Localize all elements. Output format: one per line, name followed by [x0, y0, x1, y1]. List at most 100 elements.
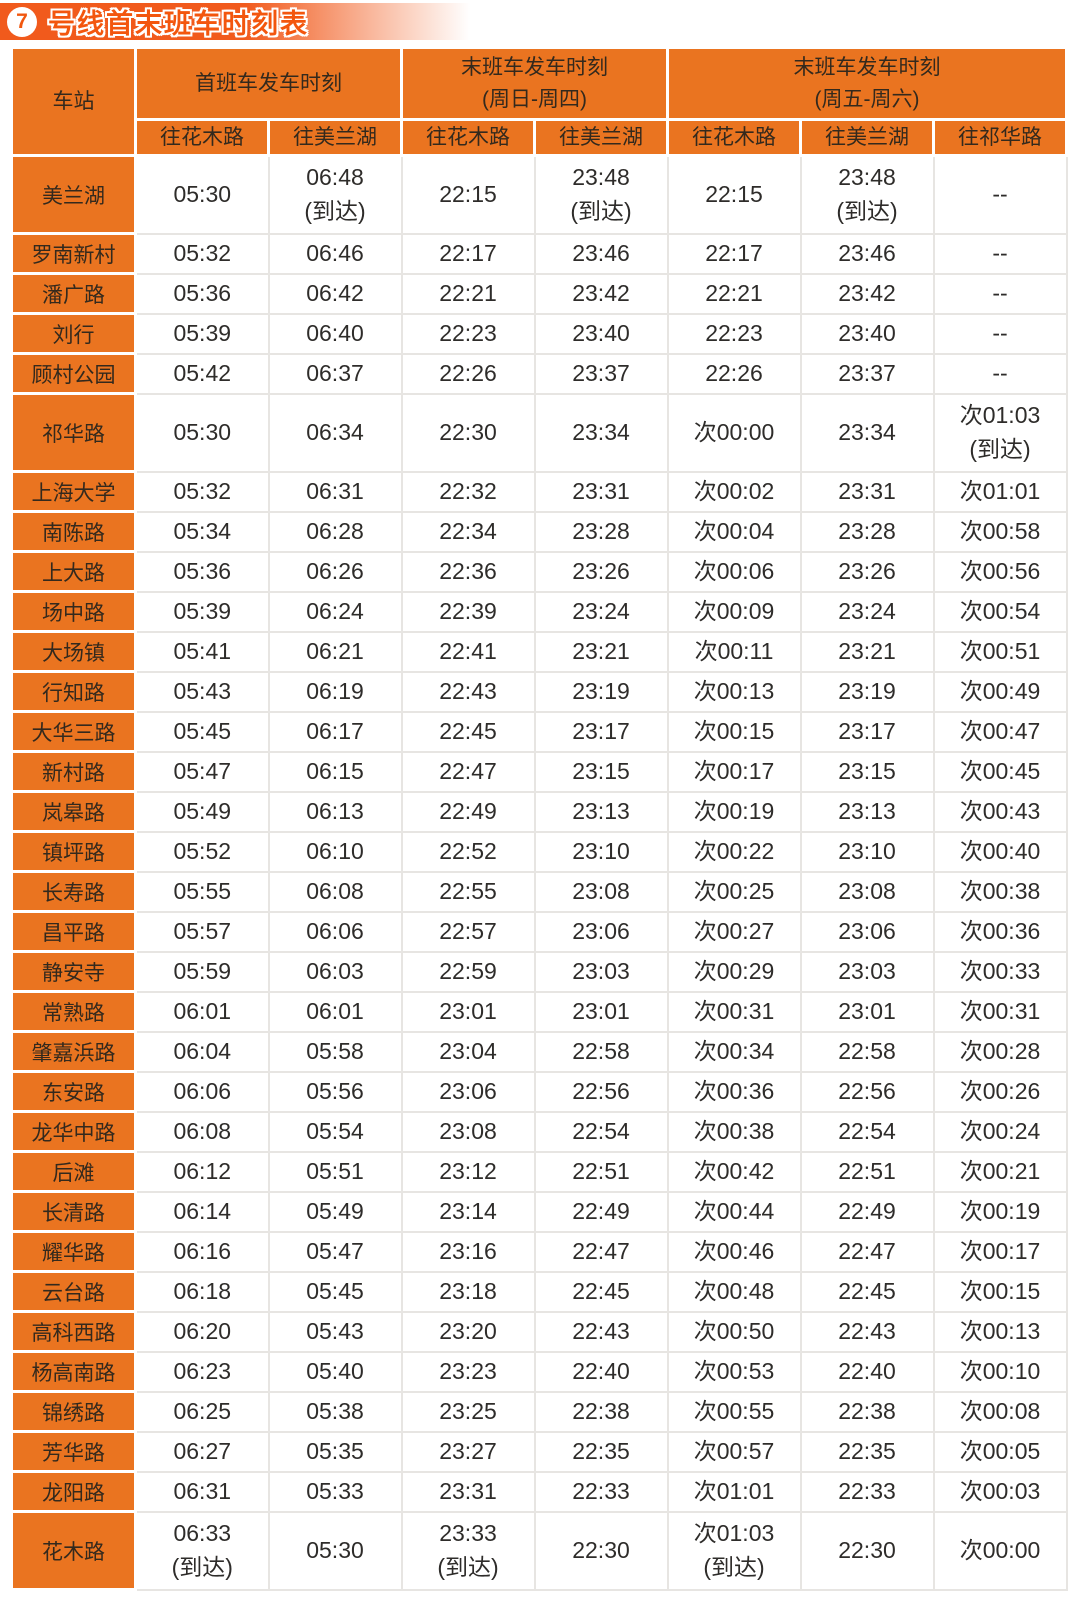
table-row: 上大路 05:36 06:26 22:36 23:26 次00:06 23:26 次00:56: [10, 550, 1068, 593]
time-cell: 22:41: [400, 630, 536, 673]
table-row: 新村路 05:47 06:15 22:47 23:15 次00:17 23:15 次00:45: [10, 750, 1068, 793]
time-cell: --: [932, 272, 1068, 315]
time-cell: 23:46: [533, 232, 669, 275]
time-cell: 06:48 (到达): [267, 154, 403, 235]
table-row: 龙阳路 06:31 05:33 23:31 22:33 次01:01 22:33 次00:03: [10, 1470, 1068, 1513]
header-group-last-train-fri-sat: 末班车发车时刻 (周五-周六): [666, 46, 1068, 121]
time-cell: 23:48 (到达): [799, 154, 935, 235]
time-cell: 22:34: [400, 510, 536, 553]
time-cell: 22:47: [799, 1230, 935, 1273]
time-cell: 05:56: [267, 1070, 403, 1113]
time-cell: 次00:29: [666, 950, 802, 993]
time-cell: 次00:02: [666, 470, 802, 513]
timetable-body: 美兰湖 05:30 06:48 (到达) 22:15 23:48 (到达) 22:15 23…: [10, 154, 1068, 1591]
time-cell: 05:30: [134, 154, 270, 235]
time-cell: 05:38: [267, 1390, 403, 1433]
time-cell: 23:27: [400, 1430, 536, 1473]
group-subtitle: (周五-周六): [814, 87, 920, 111]
time-cell: 23:33 (到达): [400, 1510, 536, 1591]
time-cell: 次00:54: [932, 590, 1068, 633]
time-cell: 23:13: [533, 790, 669, 833]
table-row: 顾村公园 05:42 06:37 22:26 23:37 22:26 23:37 --: [10, 352, 1068, 395]
time-cell: 次00:33: [932, 950, 1068, 993]
station-name: 镇坪路: [10, 830, 137, 873]
time-cell: 次00:44: [666, 1190, 802, 1233]
time-cell: 23:06: [400, 1070, 536, 1113]
table-row: 高科西路 06:20 05:43 23:20 22:43 次00:50 22:43 次00:1…: [10, 1310, 1068, 1353]
station-name: 花木路: [10, 1510, 137, 1591]
time-cell: 23:15: [799, 750, 935, 793]
time-cell: 22:33: [799, 1470, 935, 1513]
table-row: 场中路 05:39 06:24 22:39 23:24 次00:09 23:24 次00:54: [10, 590, 1068, 633]
time-cell: 22:26: [400, 352, 536, 395]
time-cell: 次00:28: [932, 1030, 1068, 1073]
time-cell: 06:37: [267, 352, 403, 395]
time-cell: 次00:57: [666, 1430, 802, 1473]
time-cell: 06:34: [267, 392, 403, 473]
time-cell: 次00:06: [666, 550, 802, 593]
station-name: 锦绣路: [10, 1390, 137, 1433]
time-cell: 05:49: [267, 1190, 403, 1233]
time-cell: 次00:15: [666, 710, 802, 753]
time-cell: 次00:00: [932, 1510, 1068, 1591]
time-cell: 22:52: [400, 830, 536, 873]
table-row: 杨高南路 06:23 05:40 23:23 22:40 次00:53 22:40 次00:1…: [10, 1350, 1068, 1393]
time-cell: 06:42: [267, 272, 403, 315]
station-name: 长寿路: [10, 870, 137, 913]
time-cell: 23:08: [799, 870, 935, 913]
time-cell: 次00:21: [932, 1150, 1068, 1193]
time-cell: 次00:11: [666, 630, 802, 673]
time-cell: 次00:50: [666, 1310, 802, 1353]
time-cell: 05:54: [267, 1110, 403, 1153]
table-row: 刘行 05:39 06:40 22:23 23:40 22:23 23:40 --: [10, 312, 1068, 355]
time-cell: 22:51: [799, 1150, 935, 1193]
time-cell: 06:12: [134, 1150, 270, 1193]
time-cell: 次00:09: [666, 590, 802, 633]
time-cell: 06:06: [134, 1070, 270, 1113]
group-title: 首班车发车时刻: [195, 71, 342, 95]
time-cell: 05:59: [134, 950, 270, 993]
time-cell: 23:42: [799, 272, 935, 315]
time-cell: 05:58: [267, 1030, 403, 1073]
time-cell: 06:01: [267, 990, 403, 1033]
time-cell: 23:23: [400, 1350, 536, 1393]
time-cell: 23:26: [533, 550, 669, 593]
station-name: 潘广路: [10, 272, 137, 315]
time-cell: 22:45: [533, 1270, 669, 1313]
time-cell: 23:40: [799, 312, 935, 355]
table-row: 南陈路 05:34 06:28 22:34 23:28 次00:04 23:28 次00:58: [10, 510, 1068, 553]
time-cell: 22:23: [400, 312, 536, 355]
time-cell: 23:12: [400, 1150, 536, 1193]
station-name: 罗南新村: [10, 232, 137, 275]
time-cell: 次00:03: [932, 1470, 1068, 1513]
time-cell: 06:01: [134, 990, 270, 1033]
time-cell: 23:48 (到达): [533, 154, 669, 235]
time-cell: 次00:49: [932, 670, 1068, 713]
time-cell: 次00:00: [666, 392, 802, 473]
time-cell: 23:01: [799, 990, 935, 1033]
time-cell: 次00:43: [932, 790, 1068, 833]
table-row: 岚皋路 05:49 06:13 22:49 23:13 次00:19 23:13 次00:43: [10, 790, 1068, 833]
time-cell: 22:23: [666, 312, 802, 355]
station-name: 后滩: [10, 1150, 137, 1193]
station-name: 高科西路: [10, 1310, 137, 1353]
time-cell: 05:30: [134, 392, 270, 473]
header-direction-row: 往花木路 往美兰湖 往花木路 往美兰湖 往花木路 往美兰湖 往祁华路: [12, 118, 1068, 157]
time-cell: 次00:40: [932, 830, 1068, 873]
time-cell: 23:31: [799, 470, 935, 513]
time-cell: 05:39: [134, 590, 270, 633]
header-direction: 往花木路: [666, 118, 802, 157]
time-cell: 06:25: [134, 1390, 270, 1433]
station-name: 东安路: [10, 1070, 137, 1113]
station-name: 大场镇: [10, 630, 137, 673]
table-row: 芳华路 06:27 05:35 23:27 22:35 次00:57 22:35 次00:05: [10, 1430, 1068, 1473]
table-row: 云台路 06:18 05:45 23:18 22:45 次00:48 22:45 次00:15: [10, 1270, 1068, 1313]
station-name: 大华三路: [10, 710, 137, 753]
time-cell: 06:08: [267, 870, 403, 913]
time-cell: 06:15: [267, 750, 403, 793]
table-row: 锦绣路 06:25 05:38 23:25 22:38 次00:55 22:38 次00:08: [10, 1390, 1068, 1433]
time-cell: 次00:56: [932, 550, 1068, 593]
table-row: 后滩 06:12 05:51 23:12 22:51 次00:42 22:51 次00:21: [10, 1150, 1068, 1193]
time-cell: 23:34: [799, 392, 935, 473]
time-cell: 23:34: [533, 392, 669, 473]
